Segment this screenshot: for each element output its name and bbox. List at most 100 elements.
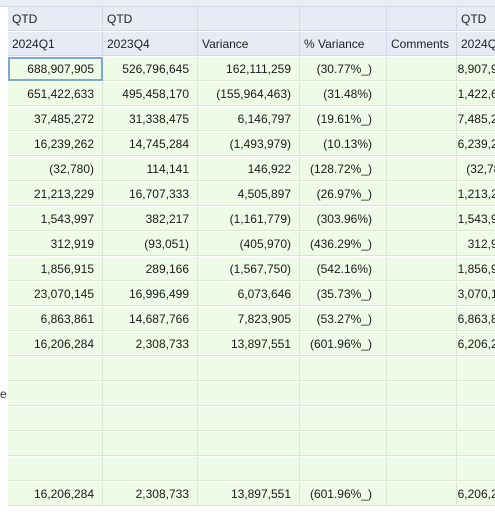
cell-2024q1-next[interactable]: [457, 407, 495, 431]
cell-2024q1[interactable]: 23,070,145: [8, 282, 103, 306]
cell-pct-variance[interactable]: (53.27%_): [300, 307, 387, 331]
cell-comments[interactable]: [387, 157, 457, 181]
cell-comments[interactable]: [387, 482, 457, 506]
cell-comments[interactable]: [387, 332, 457, 356]
cell-2023q4[interactable]: 2,308,733: [103, 482, 198, 506]
cell-2024q1-next[interactable]: 312,919: [457, 232, 495, 256]
column-header-2023q4[interactable]: 2023Q4: [103, 32, 198, 56]
cell-comments[interactable]: [387, 307, 457, 331]
cell-variance[interactable]: (405,970): [198, 232, 300, 256]
cell-variance[interactable]: (1,161,779): [198, 207, 300, 231]
column-header-comments[interactable]: Comments: [387, 32, 457, 56]
cell-variance[interactable]: 162,111,259: [198, 57, 300, 81]
cell-2024q1[interactable]: 21,213,229: [8, 182, 103, 206]
cell-comments[interactable]: [387, 182, 457, 206]
cell-pct-variance[interactable]: (10.13%): [300, 132, 387, 156]
cell-2023q4[interactable]: 31,338,475: [103, 107, 198, 131]
cell-pct-variance[interactable]: (30.77%_): [300, 57, 387, 81]
cell-2024q1[interactable]: 1,543,997: [8, 207, 103, 231]
cell-2023q4[interactable]: 382,217: [103, 207, 198, 231]
cell-2024q1[interactable]: [8, 357, 103, 381]
cell-2024q1[interactable]: 37,485,272: [8, 107, 103, 131]
cell-2024q1[interactable]: [8, 382, 103, 406]
cell-comments[interactable]: [387, 357, 457, 381]
cell-2023q4[interactable]: 16,707,333: [103, 182, 198, 206]
cell-2024q1-next[interactable]: 16,206,284: [457, 482, 495, 506]
cell-2024q1-next[interactable]: [457, 457, 495, 481]
cell-variance[interactable]: 4,505,897: [198, 182, 300, 206]
cell-2023q4[interactable]: 114,141: [103, 157, 198, 181]
cell-variance[interactable]: 7,823,905: [198, 307, 300, 331]
cell-2024q1[interactable]: [8, 407, 103, 431]
cell-2024q1-next[interactable]: [457, 432, 495, 456]
cell-variance[interactable]: [198, 357, 300, 381]
cell-pct-variance[interactable]: (19.61%_): [300, 107, 387, 131]
cell-2024q1[interactable]: 1,856,915: [8, 257, 103, 281]
cell-pct-variance[interactable]: [300, 407, 387, 431]
cell-pct-variance[interactable]: (542.16%): [300, 257, 387, 281]
cell-2024q1-next[interactable]: 16,206,284: [457, 332, 495, 356]
cell-2024q1[interactable]: 16,206,284: [8, 482, 103, 506]
cell-2023q4[interactable]: 495,458,170: [103, 82, 198, 106]
cell-2024q1[interactable]: 688,907,905: [8, 57, 103, 81]
cell-comments[interactable]: [387, 382, 457, 406]
cell-pct-variance[interactable]: [300, 382, 387, 406]
column-header-2023q4[interactable]: QTD: [103, 7, 198, 31]
cell-variance[interactable]: (155,964,463): [198, 82, 300, 106]
cell-2024q1-next[interactable]: 1,856,915: [457, 257, 495, 281]
cell-variance[interactable]: (1,493,979): [198, 132, 300, 156]
cell-2024q1[interactable]: [8, 457, 103, 481]
cell-2024q1-next[interactable]: (32,780): [457, 157, 495, 181]
column-header-variance[interactable]: [198, 7, 300, 31]
cell-2024q1-next[interactable]: [457, 382, 495, 406]
column-header-2024q1[interactable]: QTD: [8, 7, 103, 31]
column-header-comments[interactable]: [387, 7, 457, 31]
cell-variance[interactable]: [198, 407, 300, 431]
cell-2024q1-next[interactable]: [457, 357, 495, 381]
cell-2024q1[interactable]: 16,239,262: [8, 132, 103, 156]
cell-2024q1[interactable]: 6,863,861: [8, 307, 103, 331]
cell-2024q1[interactable]: (32,780): [8, 157, 103, 181]
cell-variance[interactable]: [198, 382, 300, 406]
cell-2023q4[interactable]: 14,687,766: [103, 307, 198, 331]
cell-2023q4[interactable]: 14,745,284: [103, 132, 198, 156]
cell-variance[interactable]: 6,073,646: [198, 282, 300, 306]
cell-2024q1-next[interactable]: 37,485,272: [457, 107, 495, 131]
cell-comments[interactable]: [387, 132, 457, 156]
cell-2024q1-next[interactable]: 23,070,145: [457, 282, 495, 306]
cell-variance[interactable]: 6,146,797: [198, 107, 300, 131]
cell-2024q1-next[interactable]: 1,543,997: [457, 207, 495, 231]
column-header-variance[interactable]: Variance: [198, 32, 300, 56]
cell-comments[interactable]: [387, 257, 457, 281]
cell-comments[interactable]: [387, 407, 457, 431]
cell-2024q1-next[interactable]: 688,907,905: [457, 57, 495, 81]
cell-2024q1-next[interactable]: 16,239,262: [457, 132, 495, 156]
cell-2023q4[interactable]: [103, 407, 198, 431]
cell-2024q1[interactable]: [8, 432, 103, 456]
cell-variance[interactable]: 13,897,551: [198, 332, 300, 356]
cell-comments[interactable]: [387, 232, 457, 256]
cell-comments[interactable]: [387, 457, 457, 481]
cell-2023q4[interactable]: [103, 457, 198, 481]
cell-pct-variance[interactable]: [300, 357, 387, 381]
cell-pct-variance[interactable]: (601.96%_): [300, 482, 387, 506]
cell-2024q1-next[interactable]: 6,863,861: [457, 307, 495, 331]
cell-pct-variance[interactable]: (26.97%_): [300, 182, 387, 206]
cell-pct-variance[interactable]: (35.73%_): [300, 282, 387, 306]
cell-pct-variance[interactable]: (436.29%_): [300, 232, 387, 256]
cell-2023q4[interactable]: (93,051): [103, 232, 198, 256]
cell-comments[interactable]: [387, 432, 457, 456]
cell-2023q4[interactable]: 289,166: [103, 257, 198, 281]
column-header-2024q1[interactable]: 2024Q1: [8, 32, 103, 56]
cell-2023q4[interactable]: [103, 432, 198, 456]
cell-variance[interactable]: [198, 432, 300, 456]
cell-variance[interactable]: [198, 457, 300, 481]
column-header-2024q1-next[interactable]: 2024Q1: [457, 32, 495, 56]
cell-2023q4[interactable]: [103, 357, 198, 381]
cell-pct-variance[interactable]: (303.96%): [300, 207, 387, 231]
cell-pct-variance[interactable]: [300, 432, 387, 456]
cell-2024q1-next[interactable]: 21,213,229: [457, 182, 495, 206]
cell-2024q1[interactable]: 16,206,284: [8, 332, 103, 356]
cell-pct-variance[interactable]: (601.96%_): [300, 332, 387, 356]
cell-comments[interactable]: [387, 57, 457, 81]
